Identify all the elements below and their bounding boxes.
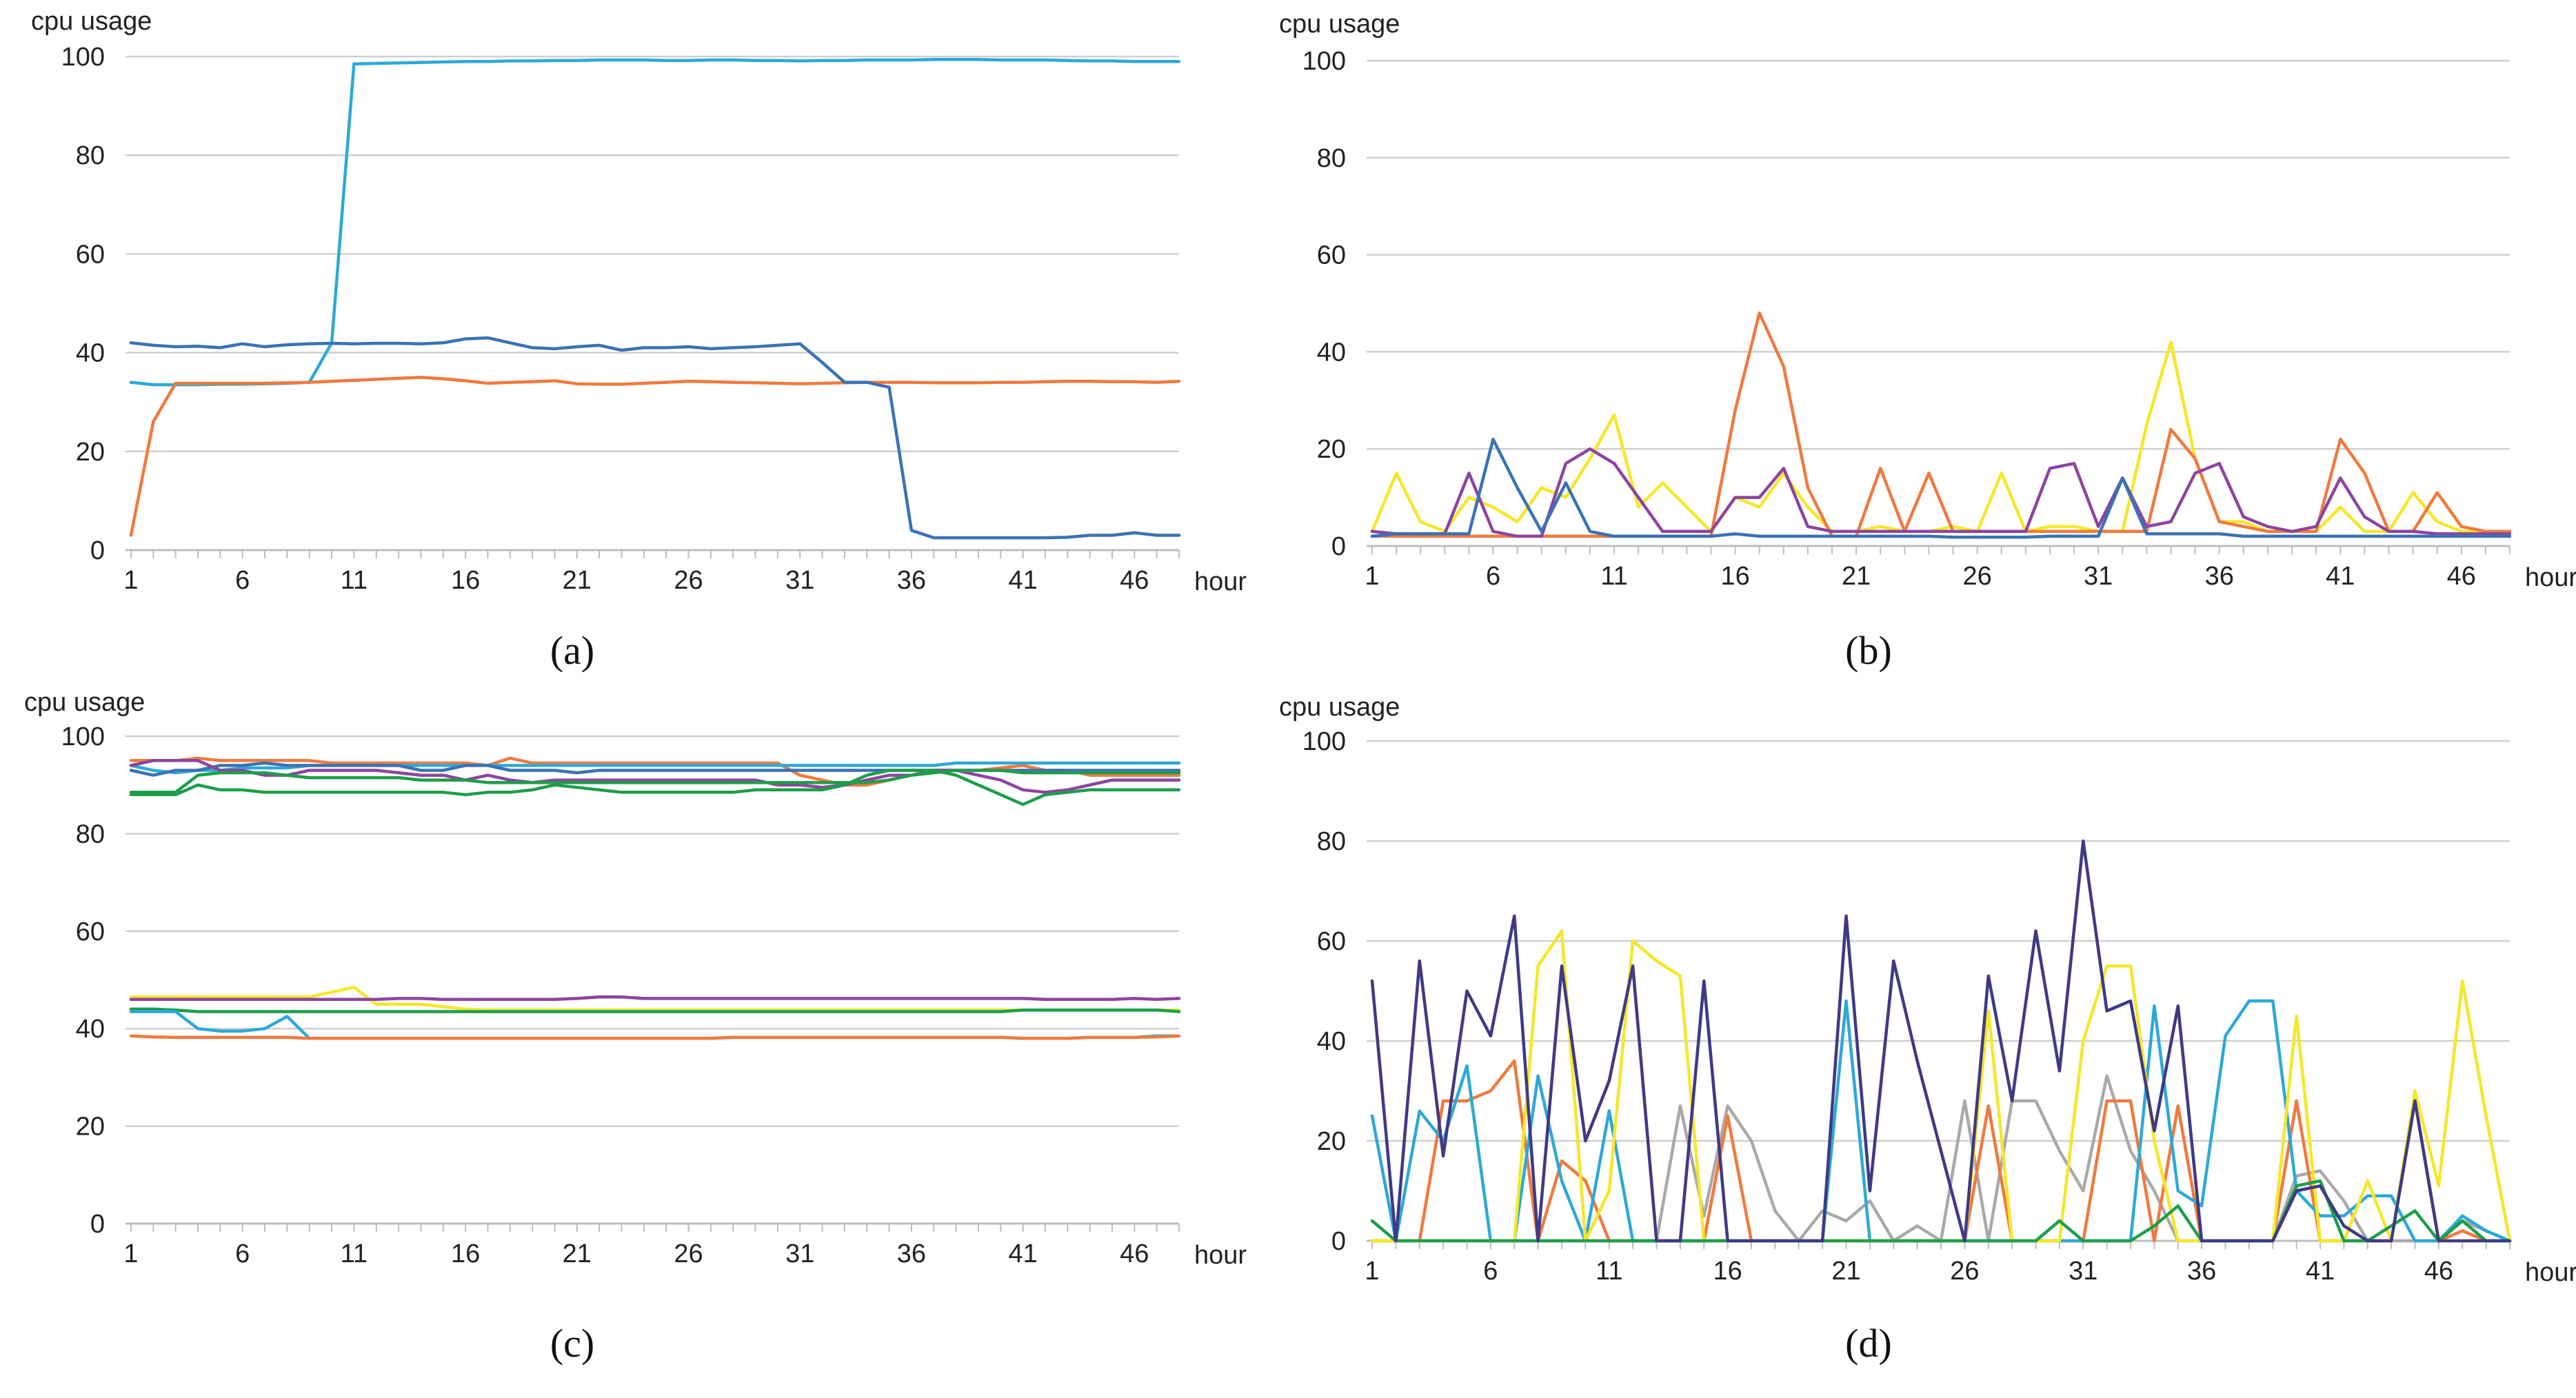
- x-tick-label: 21: [1831, 1257, 1860, 1286]
- x-tick-label: 6: [1486, 562, 1500, 591]
- x-tick-label: 11: [341, 1239, 368, 1268]
- x-tick-label: 6: [235, 1239, 250, 1268]
- y-tick-label: 60: [76, 918, 105, 946]
- x-tick-label: 11: [1600, 562, 1627, 591]
- series-line-series-6: [129, 769, 1181, 794]
- y-axis-title: cpu usage: [1279, 693, 1400, 722]
- x-tick-label: 26: [674, 566, 703, 595]
- y-tick-label: 0: [1331, 1227, 1346, 1256]
- series-line-series-4: [129, 759, 1181, 794]
- x-tick-label: 16: [1713, 1257, 1742, 1286]
- x-tick-label: 11: [341, 566, 368, 595]
- y-tick-label: 80: [76, 820, 105, 849]
- y-tick-label: 60: [1317, 927, 1346, 956]
- y-tick-label: 80: [76, 141, 105, 170]
- x-tick-label: 26: [1950, 1257, 1979, 1286]
- caption: (c): [550, 1321, 595, 1366]
- x-tick-label: 41: [2326, 562, 2355, 591]
- x-tick-label: 31: [785, 566, 814, 595]
- y-tick-label: 100: [61, 43, 105, 72]
- series-line-series-2: [129, 376, 1181, 537]
- y-axis-title: cpu usage: [31, 7, 152, 36]
- caption: (a): [550, 628, 595, 673]
- y-tick-label: 100: [1302, 47, 1346, 76]
- y-tick-label: 20: [1317, 435, 1346, 464]
- series-line-series-11: [129, 1034, 1181, 1040]
- x-tick-label: 6: [1483, 1257, 1498, 1286]
- y-tick-label: 80: [1317, 144, 1346, 173]
- x-tick-label: 31: [785, 1239, 814, 1268]
- x-axis-title: hour: [1194, 567, 1247, 596]
- y-tick-label: 100: [1302, 727, 1346, 756]
- y-tick-label: 40: [76, 339, 105, 368]
- x-tick-label: 1: [1365, 1257, 1379, 1286]
- y-tick-label: 60: [1317, 241, 1346, 270]
- series-line-series-8: [129, 995, 1181, 1002]
- series-line-series-1: [1370, 341, 2512, 534]
- x-tick-label: 16: [1720, 562, 1749, 591]
- x-tick-label: 36: [2187, 1257, 2216, 1286]
- y-tick-label: 40: [1317, 338, 1346, 367]
- series-line-series-9: [129, 1007, 1181, 1013]
- y-tick-label: 0: [1331, 532, 1346, 561]
- x-tick-label: 1: [123, 1239, 138, 1268]
- y-tick-label: 60: [76, 240, 105, 269]
- series-line-series-3: [1370, 999, 2512, 1243]
- x-axis-title: hour: [1194, 1241, 1247, 1270]
- x-axis-title: hour: [2525, 563, 2576, 592]
- x-tick-label: 21: [563, 1239, 592, 1268]
- series-line-series-3: [129, 336, 1181, 540]
- x-tick-label: 36: [897, 1239, 926, 1268]
- series-line-series-3: [1370, 447, 2512, 538]
- y-tick-label: 40: [1317, 1027, 1346, 1056]
- y-tick-label: 20: [1317, 1127, 1346, 1156]
- y-tick-label: 80: [1317, 827, 1346, 856]
- y-tick-label: 0: [90, 1210, 105, 1239]
- x-tick-label: 21: [1842, 562, 1871, 591]
- series-line-series-6: [1370, 839, 2512, 1243]
- caption: (d): [1845, 1321, 1892, 1366]
- series-line-series-4: [1370, 437, 2512, 539]
- x-tick-label: 16: [451, 566, 480, 595]
- x-tick-label: 46: [2424, 1257, 2453, 1286]
- series-line-series-1: [129, 756, 1181, 787]
- series-line-series-5: [1370, 1179, 2512, 1243]
- y-axis-title: cpu usage: [24, 688, 145, 717]
- y-tick-label: 40: [76, 1015, 105, 1044]
- x-tick-label: 31: [2084, 562, 2113, 591]
- series-line-series-5: [129, 769, 1181, 807]
- x-tick-label: 46: [1120, 1239, 1149, 1268]
- x-tick-label: 46: [2447, 562, 2476, 591]
- x-tick-label: 41: [1008, 1239, 1037, 1268]
- x-tick-label: 16: [451, 1239, 480, 1268]
- x-tick-label: 36: [897, 566, 926, 595]
- x-tick-label: 26: [1963, 562, 1992, 591]
- x-tick-label: 46: [1120, 566, 1149, 595]
- x-tick-label: 1: [1365, 562, 1379, 591]
- x-tick-label: 11: [1596, 1257, 1622, 1286]
- x-tick-label: 21: [563, 566, 592, 595]
- y-tick-label: 20: [76, 438, 105, 467]
- y-tick-label: 20: [76, 1113, 105, 1142]
- x-axis-title: hour: [2525, 1258, 2576, 1287]
- y-tick-label: 100: [61, 722, 105, 751]
- y-axis-title: cpu usage: [1279, 10, 1400, 39]
- caption: (b): [1845, 628, 1892, 673]
- x-tick-label: 26: [674, 1239, 703, 1268]
- x-tick-label: 6: [235, 566, 250, 595]
- x-tick-label: 41: [2306, 1257, 2335, 1286]
- x-tick-label: 41: [1008, 566, 1037, 595]
- x-tick-label: 31: [2069, 1257, 2097, 1286]
- x-tick-label: 36: [2205, 562, 2234, 591]
- y-tick-label: 0: [90, 536, 105, 565]
- x-tick-label: 1: [123, 566, 138, 595]
